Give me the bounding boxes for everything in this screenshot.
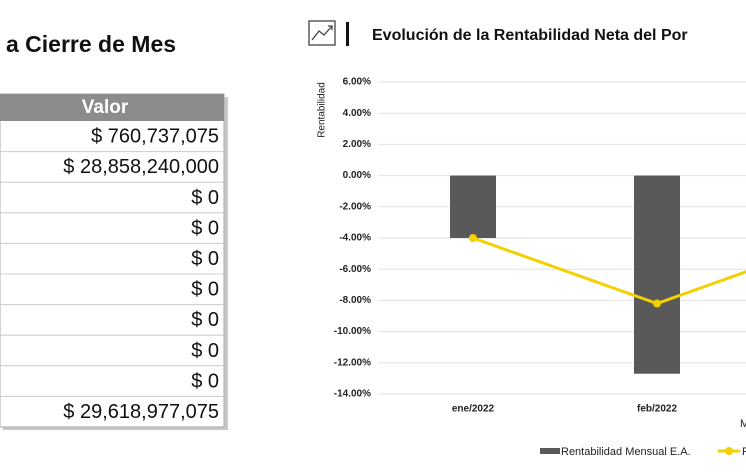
cell: $ 0 bbox=[191, 279, 219, 301]
line bbox=[472, 236, 746, 306]
x-axis-label: M bbox=[740, 418, 746, 430]
y-tick-label: 0.00% bbox=[343, 170, 371, 181]
y-tick-label: -14.00% bbox=[334, 389, 371, 400]
table-title: a Cierre de Mes bbox=[6, 31, 176, 57]
cell: $ 0 bbox=[191, 217, 219, 239]
table-body bbox=[0, 93, 225, 428]
chart-title: Evolución de la Rentabilidad Neta del Po… bbox=[372, 27, 688, 44]
cell: $ 0 bbox=[191, 340, 219, 362]
legend-swatch bbox=[540, 448, 560, 454]
y-tick-label: 2.00% bbox=[343, 139, 371, 150]
cell: $ 0 bbox=[191, 370, 219, 392]
cell: $ 28,858,240,000 bbox=[63, 156, 219, 178]
y-tick-label: -4.00% bbox=[339, 233, 371, 244]
y-axis-label: Rentabilidad bbox=[317, 82, 328, 138]
line-marker bbox=[653, 299, 661, 308]
line-marker bbox=[469, 234, 477, 242]
cell: $ 760,737,075 bbox=[91, 126, 219, 148]
legend-label: Rentabilidad Mensual E.A. bbox=[561, 446, 691, 458]
y-tick-label: 6.00% bbox=[343, 77, 371, 88]
y-tick-label: -8.00% bbox=[339, 295, 371, 306]
table-header bbox=[0, 94, 224, 121]
x-tick-label: ene/2022 bbox=[452, 404, 495, 415]
header-cell: Valor bbox=[82, 97, 129, 118]
y-tick-label: 4.00% bbox=[343, 108, 371, 119]
bar bbox=[634, 175, 680, 374]
cell: $ 29,618,977,075 bbox=[63, 401, 219, 423]
legend-label: R bbox=[742, 446, 746, 458]
cell: $ 0 bbox=[191, 248, 219, 270]
y-tick-label: -2.00% bbox=[339, 201, 371, 212]
x-tick-label: feb/2022 bbox=[637, 404, 677, 415]
y-tick-label: -10.00% bbox=[334, 326, 371, 337]
chart-icon bbox=[308, 20, 336, 46]
y-tick-label: -12.00% bbox=[334, 357, 371, 368]
y-tick-label: -6.00% bbox=[339, 264, 371, 275]
legend-marker bbox=[725, 447, 733, 455]
separator bbox=[346, 22, 349, 46]
cell: $ 0 bbox=[191, 187, 219, 209]
cell: $ 0 bbox=[191, 309, 219, 331]
table: Valor $ 760,737,075 $ 28,858,240,000 $ 0 $ … bbox=[0, 93, 228, 430]
bar bbox=[450, 175, 496, 238]
